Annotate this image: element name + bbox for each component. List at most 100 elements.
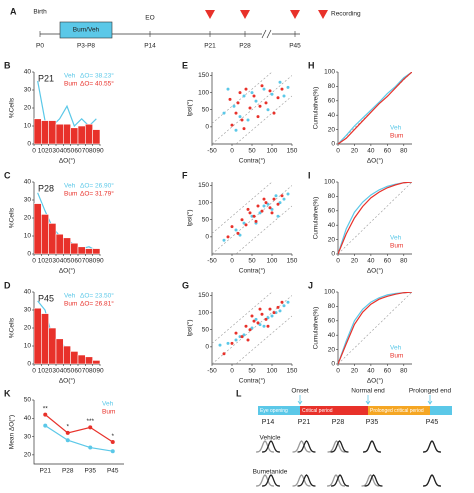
scatter-point (222, 238, 226, 242)
scatter-point (258, 323, 262, 327)
y-tick-label: 0 (205, 234, 209, 241)
legend-label: Recording (331, 11, 361, 18)
x-tick-label: 20 (351, 258, 359, 265)
y-tick-label: 0 (27, 361, 31, 368)
x-axis-label: ΔO(°) (59, 267, 75, 275)
y-tick-label: 30 (24, 197, 32, 204)
x-tick-label: 150 (287, 258, 298, 265)
reference-line (338, 182, 412, 254)
tuning-curve (255, 474, 275, 487)
panel-label: F (182, 170, 188, 180)
x-tick-label: 50 (67, 148, 75, 155)
y-tick-label: 10 (24, 123, 32, 130)
x-tick-label: 30 (52, 258, 60, 265)
tuning-curve (422, 474, 442, 487)
x-axis-label: Contra(°) (239, 377, 265, 385)
treatment-label: Bum/Veh (73, 27, 100, 34)
scatter-point (256, 321, 260, 325)
series-line (338, 182, 412, 254)
scatter-point (268, 307, 272, 311)
plot-area (338, 72, 412, 144)
y-tick-label: 150 (198, 72, 209, 79)
legend-label: Bum (64, 191, 77, 198)
x-tick-label: 50 (67, 258, 75, 265)
bar (70, 242, 79, 254)
scatter-point (286, 192, 290, 196)
point-marker (110, 449, 115, 454)
scatter-point (266, 324, 270, 328)
x-tick-label: 40 (367, 368, 375, 375)
y-tick-label: 30 (24, 433, 32, 440)
timeline-tick-label: P21 (204, 43, 216, 50)
x-tick-label: 100 (267, 258, 278, 265)
bar (92, 248, 100, 254)
scatter-point (248, 328, 252, 332)
scatter-point (270, 314, 274, 318)
scatter-point (226, 341, 230, 345)
bar (41, 313, 49, 364)
bar (41, 120, 49, 144)
y-tick-label: 50 (202, 326, 210, 333)
bar (70, 127, 79, 144)
series-line (338, 72, 412, 144)
scatter-point (234, 331, 238, 335)
tuning-curve (297, 440, 316, 453)
y-tick-label: 0 (27, 251, 31, 258)
marker-label: Onset (291, 388, 309, 395)
y-axis-label: Mean ΔO(°) (8, 415, 16, 449)
y-tick-label: 20 (24, 325, 32, 332)
legend-stat: ΔO= 26.81° (80, 300, 114, 308)
scatter-point (258, 104, 262, 108)
significance: ** (43, 405, 49, 412)
bar (85, 248, 93, 254)
y-tick-label: 40 (24, 179, 32, 186)
x-tick-label: 100 (267, 148, 278, 155)
y-tick-label: 0 (205, 124, 209, 131)
scatter-point (268, 206, 272, 210)
x-tick-label: 40 (367, 258, 375, 265)
x-tick-label: 50 (248, 148, 256, 155)
y-axis-label: Ipsi(°) (186, 99, 194, 116)
scatter-point (280, 87, 284, 91)
y-tick-label: 40 (328, 332, 336, 339)
scatter-point (236, 231, 240, 235)
scatter-point (262, 87, 266, 91)
x-tick-label: 60 (384, 368, 392, 375)
x-tick-label: P35 (84, 468, 96, 475)
x-axis-label: ΔO(°) (367, 267, 383, 275)
x-tick-label: 0 (336, 258, 340, 265)
x-tick-label: 50 (67, 368, 75, 375)
panel-label: I (308, 170, 311, 180)
tuning-curve (364, 474, 383, 487)
legend-label: Veh (390, 345, 402, 352)
x-tick-label: 80 (89, 148, 97, 155)
x-tick-label: 20 (45, 368, 53, 375)
x-axis-label: ΔO(°) (59, 377, 75, 385)
period-bar (300, 406, 368, 415)
legend-label: Bum (64, 301, 77, 308)
y-tick-label: 60 (328, 98, 336, 105)
y-tick-label: 100 (198, 309, 209, 316)
y-tick-label: 40 (24, 69, 32, 76)
scatter-point (222, 111, 226, 115)
scatter-point (226, 235, 230, 239)
scatter-point (230, 225, 234, 229)
scatter-point (256, 204, 260, 208)
scatter-point (270, 207, 274, 211)
bar (77, 125, 86, 144)
scatter-point (276, 96, 280, 100)
x-tick-label: 40 (60, 258, 68, 265)
scatter-point (258, 307, 262, 311)
reference-line (212, 185, 292, 254)
birth-label: Birth (33, 9, 47, 16)
bar (92, 360, 100, 364)
scatter-point (254, 99, 258, 103)
x-tick-label: 0 (336, 368, 340, 375)
x-tick-label: 100 (267, 368, 278, 375)
x-tick-label: 60 (74, 148, 82, 155)
panel-label: B (4, 60, 11, 70)
x-tick-label: 30 (52, 148, 60, 155)
x-tick-label: -50 (207, 258, 217, 265)
reference-line (212, 72, 273, 124)
age-label: P14 (262, 419, 275, 426)
